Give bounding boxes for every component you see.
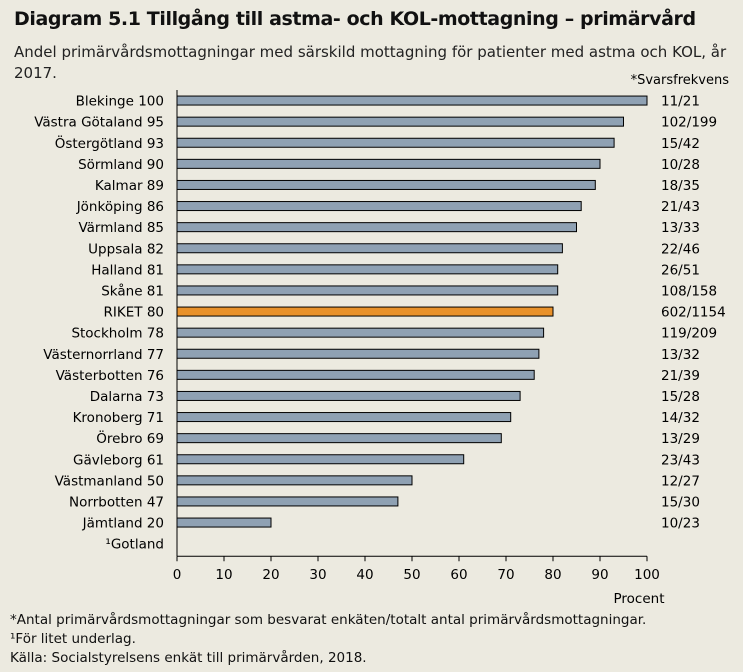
x-tick-label: 40 [356, 567, 373, 583]
footnote-source: Källa: Socialstyrelsens enkät till primä… [10, 650, 367, 666]
bar [176, 454, 465, 465]
bar [176, 517, 272, 528]
chart-subtitle: Andel primärvårdsmottagningar med särski… [14, 43, 727, 82]
category-label: ¹Gotland [105, 537, 164, 553]
bar [176, 201, 582, 212]
response-rate-label: 15/30 [661, 494, 700, 510]
x-tick-label: 0 [173, 567, 182, 583]
response-rate-label: 602/1154 [661, 305, 726, 321]
x-tick-label: 70 [497, 567, 514, 583]
response-rate-label: 119/209 [661, 326, 717, 342]
bar [176, 264, 559, 275]
x-axis-title: Procent [614, 591, 665, 607]
bar [176, 95, 648, 106]
category-label: Dalarna 73 [90, 389, 164, 405]
category-label: Östergötland 93 [55, 134, 164, 152]
response-rate-label: 15/42 [661, 136, 700, 152]
bar [176, 348, 540, 359]
x-tick-label: 10 [215, 567, 232, 583]
response-rate-label: 13/33 [661, 220, 700, 236]
bar [176, 137, 615, 148]
x-tick-label: 50 [403, 567, 420, 583]
response-rate-label: 22/46 [661, 241, 700, 257]
bar [176, 327, 545, 338]
response-rate-label: 21/43 [661, 199, 700, 215]
bar [176, 179, 596, 190]
category-label: Västra Götaland 95 [34, 115, 164, 131]
category-label: Västmanland 50 [55, 473, 164, 489]
x-tick-label: 100 [634, 567, 660, 583]
x-tick-label: 90 [591, 567, 608, 583]
response-rate-label: 108/158 [661, 283, 717, 299]
category-label: Blekinge 100 [76, 94, 164, 110]
footnote-response-rate: *Antal primärvårdsmottagningar som besva… [10, 612, 647, 628]
bar [176, 116, 624, 127]
bar [176, 285, 559, 296]
category-label: Sörmland 90 [78, 157, 164, 173]
x-tick-label: 30 [309, 567, 326, 583]
response-rate-label: 23/43 [661, 452, 700, 468]
response-rate-label: 11/21 [661, 94, 700, 110]
category-label: Stockholm 78 [71, 326, 164, 342]
response-rate-label: 10/23 [661, 516, 700, 532]
x-tick-label: 20 [262, 567, 279, 583]
category-label: Örebro 69 [96, 429, 164, 447]
bar [176, 475, 413, 486]
response-rate-label: 18/35 [661, 178, 700, 194]
category-label: Västernorrland 77 [43, 347, 164, 363]
category-label: Uppsala 82 [88, 241, 164, 257]
category-label: Kronoberg 71 [73, 410, 164, 426]
category-label: Västerbotten 76 [56, 368, 164, 384]
bar [176, 390, 521, 401]
bar [176, 412, 512, 423]
x-tick-label: 60 [450, 567, 467, 583]
response-rate-label: 10/28 [661, 157, 700, 173]
response-rate-header: *Svarsfrekvens [631, 73, 730, 88]
category-label: Jämtland 20 [82, 516, 164, 532]
bar [176, 222, 577, 233]
response-rate-label: 13/29 [661, 431, 700, 447]
response-rate-label: 14/32 [661, 410, 700, 426]
category-label: Gävleborg 61 [73, 452, 164, 468]
category-label: Norrbotten 47 [69, 494, 164, 510]
response-rate-label: 15/28 [661, 389, 700, 405]
response-rate-label: 26/51 [661, 262, 700, 278]
response-rate-label: 21/39 [661, 368, 700, 384]
footnote-small-sample: ¹För litet underlag. [10, 631, 136, 647]
bar [176, 496, 399, 507]
bar [176, 158, 601, 169]
bar-highlight [176, 306, 554, 317]
chart-title: Diagram 5.1 Tillgång till astma- och KOL… [14, 8, 696, 30]
response-rate-label: 102/199 [661, 115, 717, 131]
bar [176, 433, 502, 444]
category-label: Halland 81 [91, 262, 164, 278]
response-rate-label: 13/32 [661, 347, 700, 363]
bar [176, 369, 535, 380]
category-label: Skåne 81 [101, 282, 164, 299]
category-label: RIKET 80 [104, 305, 164, 321]
category-label: Jönköping 86 [76, 199, 164, 215]
response-rate-label: 12/27 [661, 473, 700, 489]
category-label: Kalmar 89 [95, 178, 164, 194]
x-tick-label: 80 [544, 567, 561, 583]
category-label: Värmland 85 [78, 220, 164, 236]
bar [176, 243, 563, 254]
